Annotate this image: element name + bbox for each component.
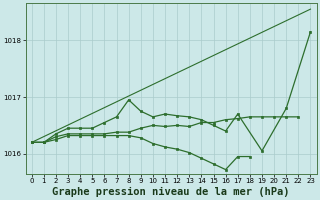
X-axis label: Graphe pression niveau de la mer (hPa): Graphe pression niveau de la mer (hPa) bbox=[52, 186, 290, 197]
